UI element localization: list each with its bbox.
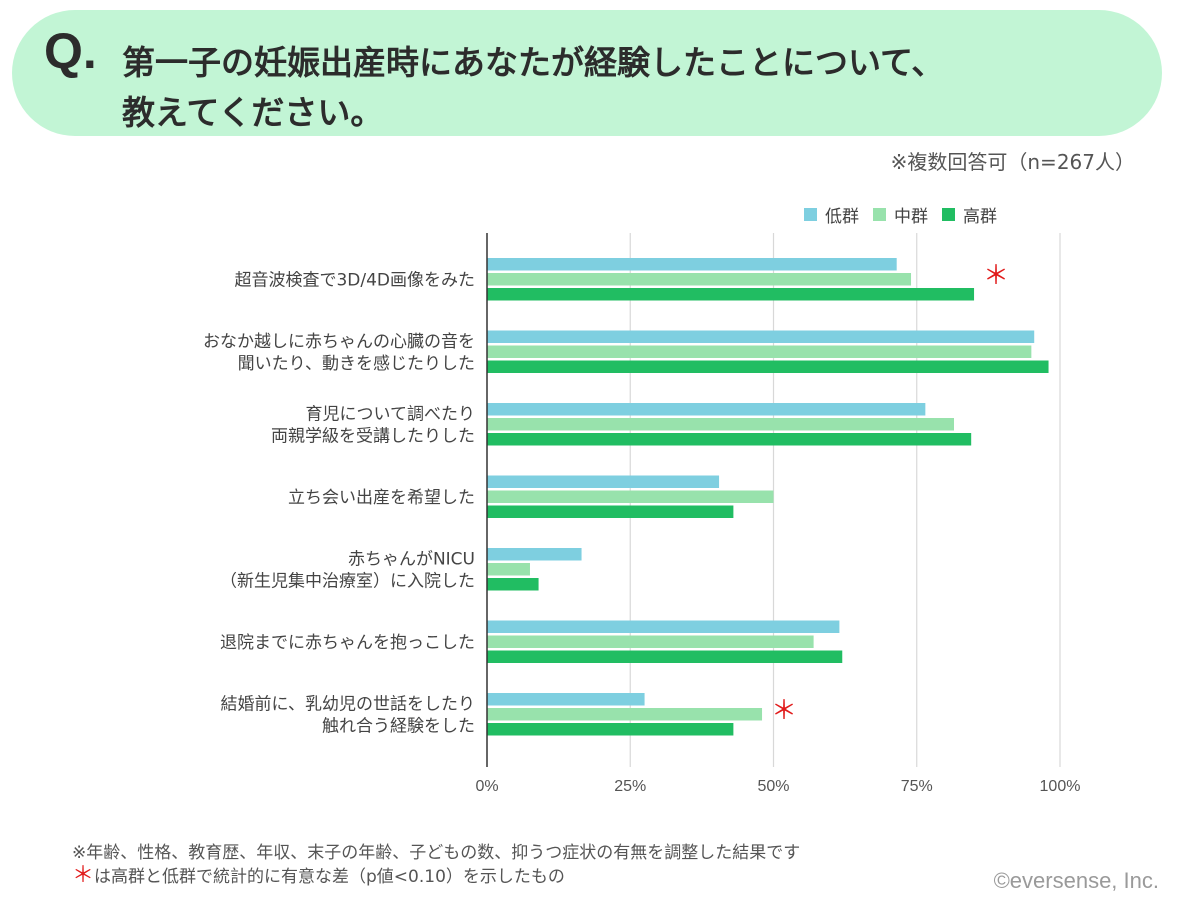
significance-mark: ＊ xyxy=(771,696,797,726)
category-label: 立ち会い出産を希望した xyxy=(288,488,475,508)
footnote-adjustment: ※年齢、性格、教育歴、年収、末子の年齢、子どもの数、抑うつ症状の有無を調整した結… xyxy=(72,843,801,863)
bar-high xyxy=(487,505,734,518)
category-label: （新生児集中治療室）に入院した xyxy=(220,571,475,591)
category-label: 退院までに赤ちゃんを抱っこした xyxy=(220,633,475,653)
category-label: 赤ちゃんがNICU xyxy=(348,549,475,569)
bar-mid xyxy=(487,418,954,431)
legend-item-low: 低群 xyxy=(804,202,859,227)
bar-low xyxy=(487,475,720,488)
x-tick-label: 50% xyxy=(757,778,789,795)
bar-high xyxy=(487,650,843,663)
question-text-line2: 教えてください。 xyxy=(122,93,384,132)
bar-high xyxy=(487,723,734,736)
bar-mid xyxy=(487,345,1032,358)
legend-label-high: 高群 xyxy=(963,206,997,227)
question-banner xyxy=(12,10,1162,136)
legend-swatch-mid xyxy=(873,207,886,221)
x-tick-label: 100% xyxy=(1040,778,1081,795)
bar-low xyxy=(487,548,582,561)
bar-high xyxy=(487,433,972,446)
sample-size-note: ※複数回答可（n=267人） xyxy=(890,150,1135,174)
bar-high xyxy=(487,578,539,591)
bar-mid xyxy=(487,635,814,648)
bar-low xyxy=(487,693,645,706)
legend-swatch-low xyxy=(804,207,817,221)
chart-legend: 低群 中群 高群 xyxy=(804,202,1011,227)
footnote-significance-text: は高群と低群で統計的に有意な差（p値<0.10）を示したもの xyxy=(94,867,565,887)
category-label: 結婚前に、乳幼児の世話をしたり xyxy=(221,694,476,714)
category-label: 触れ合う経験をした xyxy=(322,716,475,736)
category-label: 聞いたり、動きを感じたりした xyxy=(238,354,475,374)
bar-mid xyxy=(487,490,774,503)
category-label: 育児について調べたり xyxy=(306,404,476,424)
legend-swatch-high xyxy=(942,207,955,221)
category-label: おなか越しに赤ちゃんの心臓の音を xyxy=(203,332,475,352)
bar-low xyxy=(487,258,897,271)
bar-low xyxy=(487,330,1035,343)
category-label: 超音波検査で3D/4D画像をみた xyxy=(234,270,475,290)
significance-mark: ＊ xyxy=(983,261,1009,291)
bar-high xyxy=(487,360,1049,373)
legend-item-high: 高群 xyxy=(942,202,997,227)
bar-mid xyxy=(487,563,530,576)
bar-mid xyxy=(487,708,763,721)
legend-label-low: 低群 xyxy=(825,206,859,227)
bar-mid xyxy=(487,273,912,286)
legend-item-mid: 中群 xyxy=(873,202,928,227)
footnote-significance: ＊は高群と低群で統計的に有意な差（p値<0.10）を示したもの xyxy=(72,862,565,888)
bar-low xyxy=(487,403,926,416)
x-tick-label: 75% xyxy=(901,778,933,795)
bar-low xyxy=(487,620,840,633)
significance-star-icon: ＊ xyxy=(72,863,95,888)
x-tick-label: 25% xyxy=(614,778,646,795)
x-tick-label: 0% xyxy=(475,778,498,795)
copyright: ©eversense, Inc. xyxy=(993,868,1159,893)
question-text-line1: 第一子の妊娠出産時にあなたが経験したことについて、 xyxy=(122,43,945,82)
category-label: 両親学級を受講したりした xyxy=(271,426,475,446)
bar-high xyxy=(487,288,975,301)
question-mark-label: Q. xyxy=(44,23,97,79)
legend-label-mid: 中群 xyxy=(894,206,928,227)
